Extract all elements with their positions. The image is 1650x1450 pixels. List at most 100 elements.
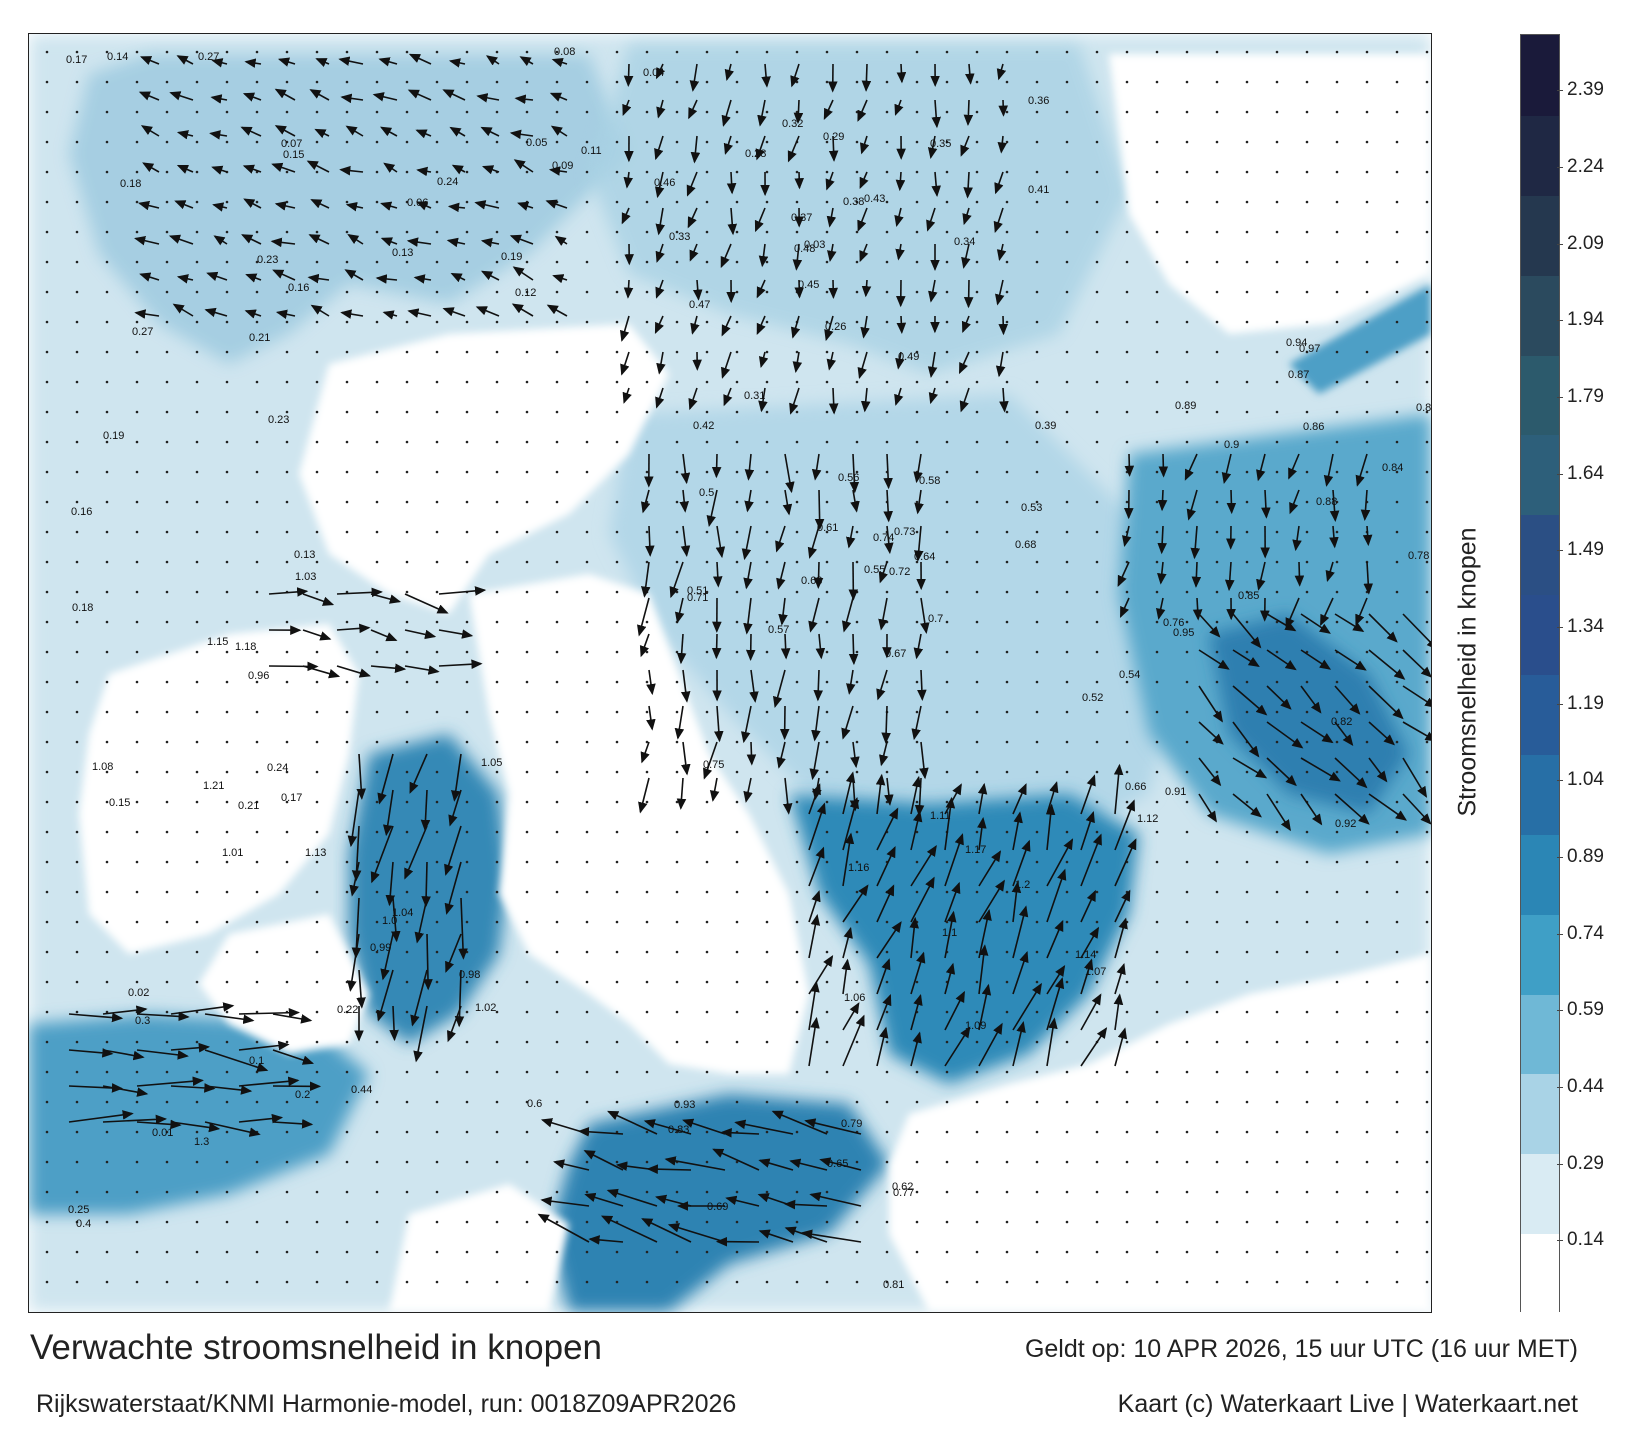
grid-dot bbox=[225, 1010, 229, 1014]
grid-dot bbox=[795, 50, 799, 54]
current-arrow bbox=[790, 315, 801, 339]
grid-dot bbox=[255, 440, 259, 444]
grid-dot bbox=[1155, 290, 1159, 294]
current-arrow bbox=[372, 92, 398, 102]
grid-dot bbox=[1425, 680, 1429, 684]
current-arrow bbox=[1402, 649, 1431, 678]
speed-label: 0.38 bbox=[843, 196, 864, 208]
grid-dot bbox=[555, 1190, 559, 1194]
grid-dot bbox=[1275, 320, 1279, 324]
grid-dot bbox=[585, 140, 589, 144]
grid-dot bbox=[1155, 50, 1159, 54]
current-arrow bbox=[310, 304, 330, 317]
grid-dot bbox=[1215, 440, 1219, 444]
grid-dot bbox=[345, 1130, 349, 1134]
grid-dot bbox=[885, 800, 889, 804]
current-arrow bbox=[789, 1158, 828, 1171]
grid-dot bbox=[765, 1100, 769, 1104]
grid-dot bbox=[1245, 980, 1249, 984]
grid-dot bbox=[1335, 860, 1339, 864]
grid-dot bbox=[45, 710, 49, 714]
grid-dot bbox=[645, 380, 649, 384]
grid-dot bbox=[135, 380, 139, 384]
speed-label: 0.1 bbox=[249, 1055, 264, 1067]
grid-dot bbox=[195, 860, 199, 864]
grid-dot bbox=[1125, 620, 1129, 624]
grid-dot bbox=[975, 950, 979, 954]
grid-dot bbox=[1365, 680, 1369, 684]
grid-dot bbox=[735, 800, 739, 804]
colorbar-segment bbox=[1521, 114, 1559, 196]
grid-dot bbox=[105, 1250, 109, 1254]
grid-dot bbox=[1335, 170, 1339, 174]
grid-dot bbox=[75, 500, 79, 504]
grid-dot bbox=[1005, 710, 1009, 714]
grid-dot bbox=[825, 770, 829, 774]
grid-dot bbox=[1425, 590, 1429, 594]
grid-dot bbox=[195, 890, 199, 894]
grid-dot bbox=[1425, 290, 1429, 294]
current-arrow bbox=[689, 63, 700, 92]
grid-dot bbox=[1305, 950, 1309, 954]
grid-dot bbox=[615, 1100, 619, 1104]
grid-dot bbox=[1035, 560, 1039, 564]
current-arrow bbox=[170, 1121, 221, 1133]
grid-dot bbox=[615, 500, 619, 504]
grid-dot bbox=[1365, 1190, 1369, 1194]
grid-dot bbox=[195, 1190, 199, 1194]
grid-dot bbox=[1155, 1190, 1159, 1194]
grid-dot bbox=[345, 620, 349, 624]
map-subtitle: Rijkswaterstaat/KNMI Harmonie-model, run… bbox=[36, 1390, 737, 1418]
grid-dot bbox=[1035, 1070, 1039, 1074]
grid-dot bbox=[45, 920, 49, 924]
grid-dot bbox=[465, 1010, 469, 1014]
current-arrow bbox=[1362, 525, 1373, 547]
grid-dot bbox=[135, 50, 139, 54]
grid-dot bbox=[345, 1070, 349, 1074]
grid-dot bbox=[1395, 560, 1399, 564]
current-arrow bbox=[382, 789, 394, 837]
grid-dot bbox=[765, 1250, 769, 1254]
current-arrow bbox=[927, 135, 938, 159]
grid-dot bbox=[315, 1100, 319, 1104]
current-arrow bbox=[140, 125, 160, 137]
grid-dot bbox=[165, 530, 169, 534]
current-arrow bbox=[687, 207, 698, 229]
grid-dot bbox=[285, 1100, 289, 1104]
grid-dot bbox=[345, 860, 349, 864]
grid-dot bbox=[795, 350, 799, 354]
current-arrow bbox=[790, 63, 800, 88]
grid-dot bbox=[915, 710, 919, 714]
grid-dot bbox=[615, 950, 619, 954]
grid-dot bbox=[495, 500, 499, 504]
grid-dot bbox=[435, 140, 439, 144]
grid-dot bbox=[915, 1160, 919, 1164]
current-arrow bbox=[476, 93, 500, 103]
grid-dot bbox=[1185, 350, 1189, 354]
grid-dot bbox=[765, 500, 769, 504]
grid-dot bbox=[1005, 1130, 1009, 1134]
grid-dot bbox=[735, 1160, 739, 1164]
speed-label: 0.12 bbox=[515, 287, 536, 299]
grid-dot bbox=[555, 140, 559, 144]
speed-label: 0.36 bbox=[1028, 95, 1049, 107]
grid-dot bbox=[435, 260, 439, 264]
grid-dot bbox=[1155, 140, 1159, 144]
grid-dot bbox=[555, 560, 559, 564]
grid-dot bbox=[525, 650, 529, 654]
credit-line: Kaart (c) Waterkaart Live | Waterkaart.n… bbox=[1117, 1390, 1578, 1418]
grid-dot bbox=[1365, 980, 1369, 984]
grid-dot bbox=[405, 500, 409, 504]
grid-dot bbox=[705, 50, 709, 54]
grid-dot bbox=[675, 800, 679, 804]
grid-dot bbox=[165, 860, 169, 864]
grid-dot bbox=[135, 200, 139, 204]
current-arrow bbox=[415, 129, 432, 139]
grid-dot bbox=[1125, 80, 1129, 84]
grid-dot bbox=[585, 950, 589, 954]
grid-dot bbox=[105, 1040, 109, 1044]
speed-label: 0.03 bbox=[804, 239, 825, 251]
grid-dot bbox=[855, 1250, 859, 1254]
grid-dot bbox=[705, 1100, 709, 1104]
grid-dot bbox=[75, 110, 79, 114]
